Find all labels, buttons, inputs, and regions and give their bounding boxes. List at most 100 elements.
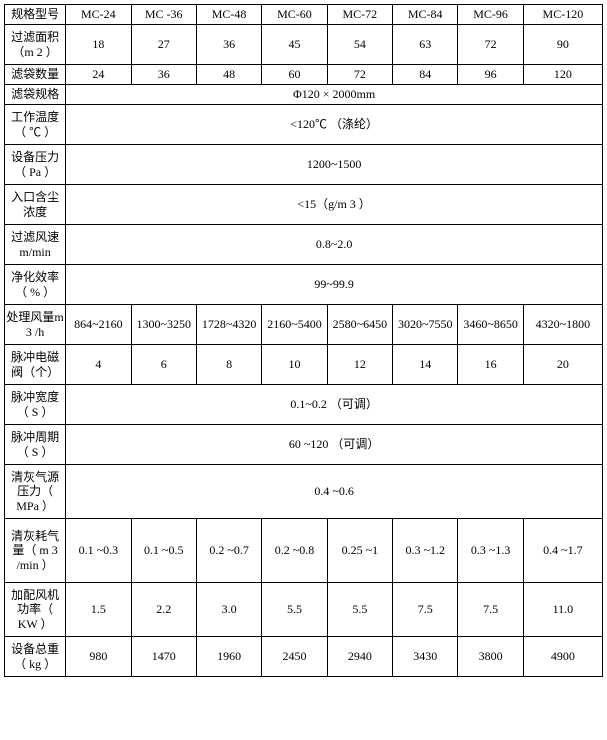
row-span-value: 1200~1500 <box>66 145 603 185</box>
data-row-3: 工作温度（ ℃ ）<120℃ （涤纶） <box>5 105 603 145</box>
model-header-3: MC-60 <box>262 5 327 25</box>
cell-1-5: 84 <box>393 65 458 85</box>
cell-9-6: 16 <box>458 345 523 385</box>
row-label: 净化效率（ % ） <box>5 265 66 305</box>
cell-15-4: 2940 <box>327 637 392 677</box>
row-label: 脉冲周期（ S ） <box>5 425 66 465</box>
row-label: 设备压力（ Pa ） <box>5 145 66 185</box>
cell-0-3: 45 <box>262 25 327 65</box>
cell-9-7: 20 <box>523 345 602 385</box>
cell-14-5: 7.5 <box>393 583 458 637</box>
header-label: 规格型号 <box>5 5 66 25</box>
data-row-15: 设备总重（ kg ）980147019602450294034303800490… <box>5 637 603 677</box>
cell-13-3: 0.2 ~0.8 <box>262 519 327 583</box>
data-row-14: 加配风机功率（ KW ）1.52.23.05.55.57.57.511.0 <box>5 583 603 637</box>
cell-9-4: 12 <box>327 345 392 385</box>
cell-1-3: 60 <box>262 65 327 85</box>
cell-1-7: 120 <box>523 65 602 85</box>
cell-14-3: 5.5 <box>262 583 327 637</box>
cell-15-7: 4900 <box>523 637 602 677</box>
data-row-13: 清灰耗气量（ m 3 /min ）0.1 ~0.30.1 ~0.50.2 ~0.… <box>5 519 603 583</box>
model-header-4: MC-72 <box>327 5 392 25</box>
row-span-value: 0.8~2.0 <box>66 225 603 265</box>
data-row-9: 脉冲电磁阀（个）4681012141620 <box>5 345 603 385</box>
cell-15-1: 1470 <box>131 637 196 677</box>
cell-15-2: 1960 <box>196 637 261 677</box>
cell-13-6: 0.3 ~1.3 <box>458 519 523 583</box>
row-label: 清灰气源压力（ MPa ） <box>5 465 66 519</box>
row-span-value: <120℃ （涤纶） <box>66 105 603 145</box>
cell-8-6: 3460~8650 <box>458 305 523 345</box>
data-row-11: 脉冲周期（ S ）60 ~120 （可调） <box>5 425 603 465</box>
cell-8-4: 2580~6450 <box>327 305 392 345</box>
cell-1-4: 72 <box>327 65 392 85</box>
cell-1-6: 96 <box>458 65 523 85</box>
row-label: 过滤面积（m 2 ） <box>5 25 66 65</box>
spec-table: 规格型号MC-24MC -36MC-48MC-60MC-72MC-84MC-96… <box>4 4 603 677</box>
row-label: 滤袋数量 <box>5 65 66 85</box>
cell-15-6: 3800 <box>458 637 523 677</box>
row-span-value: Φ120 × 2000mm <box>66 85 603 105</box>
cell-8-5: 3020~7550 <box>393 305 458 345</box>
cell-0-0: 18 <box>66 25 131 65</box>
cell-1-0: 24 <box>66 65 131 85</box>
cell-15-5: 3430 <box>393 637 458 677</box>
cell-14-7: 11.0 <box>523 583 602 637</box>
row-span-value: 60 ~120 （可调） <box>66 425 603 465</box>
cell-13-1: 0.1 ~0.5 <box>131 519 196 583</box>
data-row-1: 滤袋数量24364860728496120 <box>5 65 603 85</box>
cell-8-3: 2160~5400 <box>262 305 327 345</box>
model-header-0: MC-24 <box>66 5 131 25</box>
cell-0-4: 54 <box>327 25 392 65</box>
data-row-0: 过滤面积（m 2 ）1827364554637290 <box>5 25 603 65</box>
data-row-5: 入口含尘浓度<15（g/m 3 ） <box>5 185 603 225</box>
model-header-6: MC-96 <box>458 5 523 25</box>
cell-9-1: 6 <box>131 345 196 385</box>
cell-13-2: 0.2 ~0.7 <box>196 519 261 583</box>
cell-8-0: 864~2160 <box>66 305 131 345</box>
cell-14-4: 5.5 <box>327 583 392 637</box>
cell-13-0: 0.1 ~0.3 <box>66 519 131 583</box>
row-span-value: 0.4 ~0.6 <box>66 465 603 519</box>
row-label: 入口含尘浓度 <box>5 185 66 225</box>
cell-1-1: 36 <box>131 65 196 85</box>
row-span-value: <15（g/m 3 ） <box>66 185 603 225</box>
row-label: 过滤风速m/min <box>5 225 66 265</box>
cell-15-0: 980 <box>66 637 131 677</box>
data-row-4: 设备压力（ Pa ）1200~1500 <box>5 145 603 185</box>
data-row-7: 净化效率（ % ）99~99.9 <box>5 265 603 305</box>
cell-1-2: 48 <box>196 65 261 85</box>
data-row-6: 过滤风速m/min0.8~2.0 <box>5 225 603 265</box>
cell-9-3: 10 <box>262 345 327 385</box>
row-span-value: 99~99.9 <box>66 265 603 305</box>
model-header-7: MC-120 <box>523 5 602 25</box>
cell-14-1: 2.2 <box>131 583 196 637</box>
cell-13-4: 0.25 ~1 <box>327 519 392 583</box>
cell-9-2: 8 <box>196 345 261 385</box>
model-header-1: MC -36 <box>131 5 196 25</box>
cell-9-5: 14 <box>393 345 458 385</box>
data-row-2: 滤袋规格Φ120 × 2000mm <box>5 85 603 105</box>
row-label: 加配风机功率（ KW ） <box>5 583 66 637</box>
cell-15-3: 2450 <box>262 637 327 677</box>
row-label: 工作温度（ ℃ ） <box>5 105 66 145</box>
data-row-12: 清灰气源压力（ MPa ）0.4 ~0.6 <box>5 465 603 519</box>
cell-0-1: 27 <box>131 25 196 65</box>
cell-14-2: 3.0 <box>196 583 261 637</box>
data-row-8: 处理风量m 3 /h864~21601300~32501728~43202160… <box>5 305 603 345</box>
cell-0-7: 90 <box>523 25 602 65</box>
cell-8-1: 1300~3250 <box>131 305 196 345</box>
row-label: 清灰耗气量（ m 3 /min ） <box>5 519 66 583</box>
cell-8-7: 4320~1800 <box>523 305 602 345</box>
row-label: 脉冲电磁阀（个） <box>5 345 66 385</box>
cell-13-5: 0.3 ~1.2 <box>393 519 458 583</box>
row-label: 脉冲宽度（ S ） <box>5 385 66 425</box>
cell-0-2: 36 <box>196 25 261 65</box>
row-label: 处理风量m 3 /h <box>5 305 66 345</box>
cell-13-7: 0.4 ~1.7 <box>523 519 602 583</box>
row-label: 设备总重（ kg ） <box>5 637 66 677</box>
cell-9-0: 4 <box>66 345 131 385</box>
data-row-10: 脉冲宽度（ S ）0.1~0.2 （可调） <box>5 385 603 425</box>
cell-14-0: 1.5 <box>66 583 131 637</box>
model-header-2: MC-48 <box>196 5 261 25</box>
